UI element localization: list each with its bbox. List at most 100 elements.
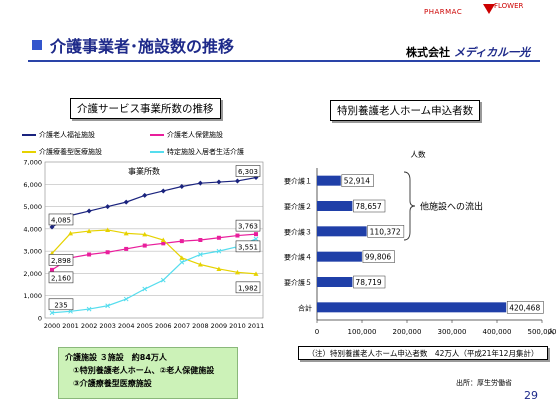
y-tick-label: 0 [38,315,42,323]
data-point [142,286,148,292]
legend-item: 介護老人保健施設 [150,130,223,140]
series-line [51,233,257,271]
data-point [198,238,203,242]
data-point [234,269,240,275]
facility-note-line3: ③介護療養型医療施設 [73,379,152,388]
value-label: 52,914 [344,177,370,186]
x-tick-label: 2004 [118,322,135,330]
x-tick-label: 2002 [81,322,98,330]
y-tick-label: 5,000 [23,203,42,211]
category-label: 要介護３ [284,227,312,236]
left-panel-title: 介護サービス事業所数の推移 [70,98,221,119]
bar [317,226,367,237]
y-tick-label: 6,000 [23,181,42,189]
legend-swatch [22,151,36,153]
x-tick-label: 500,000 [528,328,557,336]
data-point [216,235,221,240]
facility-note-line2: ①特別養護老人ホーム、②老人保健施設 [73,366,215,375]
legend-swatch [22,134,36,136]
callout-label: 3,551 [238,243,258,251]
category-label: 合計 [298,303,312,312]
x-tick-label: 2005 [136,322,153,330]
value-label: 99,806 [365,253,391,262]
data-point [105,303,110,309]
category-label: 要介護２ [284,202,312,211]
x-tick-label: 2001 [62,322,79,330]
x-tick-label: 2011 [248,322,265,330]
data-point [50,267,54,272]
legend-label: 特定施設入居者生活介護 [167,148,244,156]
x-tick-label: 0 [315,328,319,336]
chart-title: 事業所数 [128,166,160,176]
y-tick-label: 4,000 [23,225,42,233]
data-point [68,230,74,236]
source-text: 出所：厚生労働省 [456,379,512,387]
series-line [51,229,257,275]
callout-box [235,240,261,253]
data-point [105,250,110,255]
brace [403,171,416,241]
y-tick-label: 1,000 [23,292,42,300]
data-point [123,230,129,236]
legend-item: 介護老人福祉施設 [22,130,95,140]
brace-annotation: 他施設への流出 [420,201,483,213]
x-tick-label: 2000 [44,322,61,330]
right-panel-title: 特別養護老人ホーム申込者数 [330,100,481,121]
category-label: 要介護５ [284,278,312,287]
data-point [216,266,222,271]
callout-box [235,165,261,177]
legend-label: 介護老人保健施設 [167,131,223,139]
value-label: 78,719 [355,278,381,287]
data-point [105,204,111,210]
x-tick-label: 2009 [211,322,228,330]
data-point [142,192,148,198]
facility-note: 介護施設 ３施設 約84万人 ①特別養護老人ホーム、②老人保健施設 ③介護療養型… [58,347,238,399]
data-point [142,231,148,237]
bar [317,201,353,211]
data-point [179,255,185,260]
value-label-box [362,250,395,263]
data-point [86,228,92,234]
x-tick-label: 2006 [155,322,172,330]
data-point [49,310,55,316]
title-bullet [32,40,42,50]
callout-box [48,254,74,266]
data-point [179,239,184,244]
callout-box [48,298,74,311]
data-point [216,248,222,254]
data-point [198,252,203,257]
callout-label: 2,898 [51,257,71,265]
value-label-box [367,225,405,238]
value-label-box [506,301,544,314]
data-point [87,252,92,257]
x-tick-label: 400,000 [483,328,512,336]
legend-label: 介護老人福祉施設 [39,131,95,139]
data-point [161,241,166,246]
category-label: 要介護４ [284,253,312,262]
data-point [253,271,259,276]
series-line [51,238,257,314]
data-point [253,236,259,242]
data-point [123,296,129,302]
callout-label: 4,085 [51,216,71,224]
data-point [142,243,147,248]
legend-item: 介護療養型医療施設 [22,147,102,157]
x-tick-label: 100,000 [348,328,377,336]
data-point [123,199,129,205]
y-tick-label: 7,000 [23,159,42,167]
data-point [216,179,222,185]
x-unit-label: 人 [548,328,555,336]
callout-label: 6,303 [238,168,258,176]
bar [317,302,507,313]
value-label: 420,468 [509,303,540,312]
page-number: 29 [524,389,538,402]
data-point [160,237,166,242]
value-label-box [353,275,386,289]
value-label-box [341,174,374,187]
callout-label: 235 [54,301,67,309]
callout-box [235,219,261,232]
data-point [234,178,240,184]
logo-text-pharmac: PHARMAC [424,8,463,16]
callout-box [235,281,261,294]
